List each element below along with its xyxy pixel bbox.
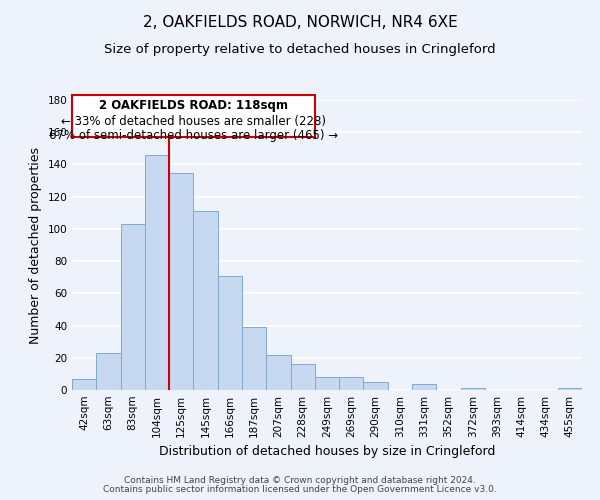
Bar — [558, 388, 582, 390]
Text: Size of property relative to detached houses in Cringleford: Size of property relative to detached ho… — [104, 42, 496, 56]
Bar — [121, 224, 145, 390]
Bar — [145, 155, 169, 390]
Text: Contains public sector information licensed under the Open Government Licence v3: Contains public sector information licen… — [103, 485, 497, 494]
Bar — [266, 354, 290, 390]
Bar — [72, 378, 96, 390]
X-axis label: Distribution of detached houses by size in Cringleford: Distribution of detached houses by size … — [159, 446, 495, 458]
Bar — [290, 364, 315, 390]
Text: 2, OAKFIELDS ROAD, NORWICH, NR4 6XE: 2, OAKFIELDS ROAD, NORWICH, NR4 6XE — [143, 15, 457, 30]
Bar — [412, 384, 436, 390]
Bar — [315, 377, 339, 390]
Bar — [169, 172, 193, 390]
Text: Contains HM Land Registry data © Crown copyright and database right 2024.: Contains HM Land Registry data © Crown c… — [124, 476, 476, 485]
Text: 67% of semi-detached houses are larger (465) →: 67% of semi-detached houses are larger (… — [49, 129, 338, 142]
Bar — [242, 327, 266, 390]
Text: ← 33% of detached houses are smaller (228): ← 33% of detached houses are smaller (22… — [61, 115, 326, 128]
Bar — [96, 353, 121, 390]
Bar — [461, 388, 485, 390]
Text: 2 OAKFIELDS ROAD: 118sqm: 2 OAKFIELDS ROAD: 118sqm — [99, 99, 288, 112]
Bar — [193, 211, 218, 390]
Bar — [339, 377, 364, 390]
Y-axis label: Number of detached properties: Number of detached properties — [29, 146, 42, 344]
Bar — [218, 276, 242, 390]
Bar — [364, 382, 388, 390]
